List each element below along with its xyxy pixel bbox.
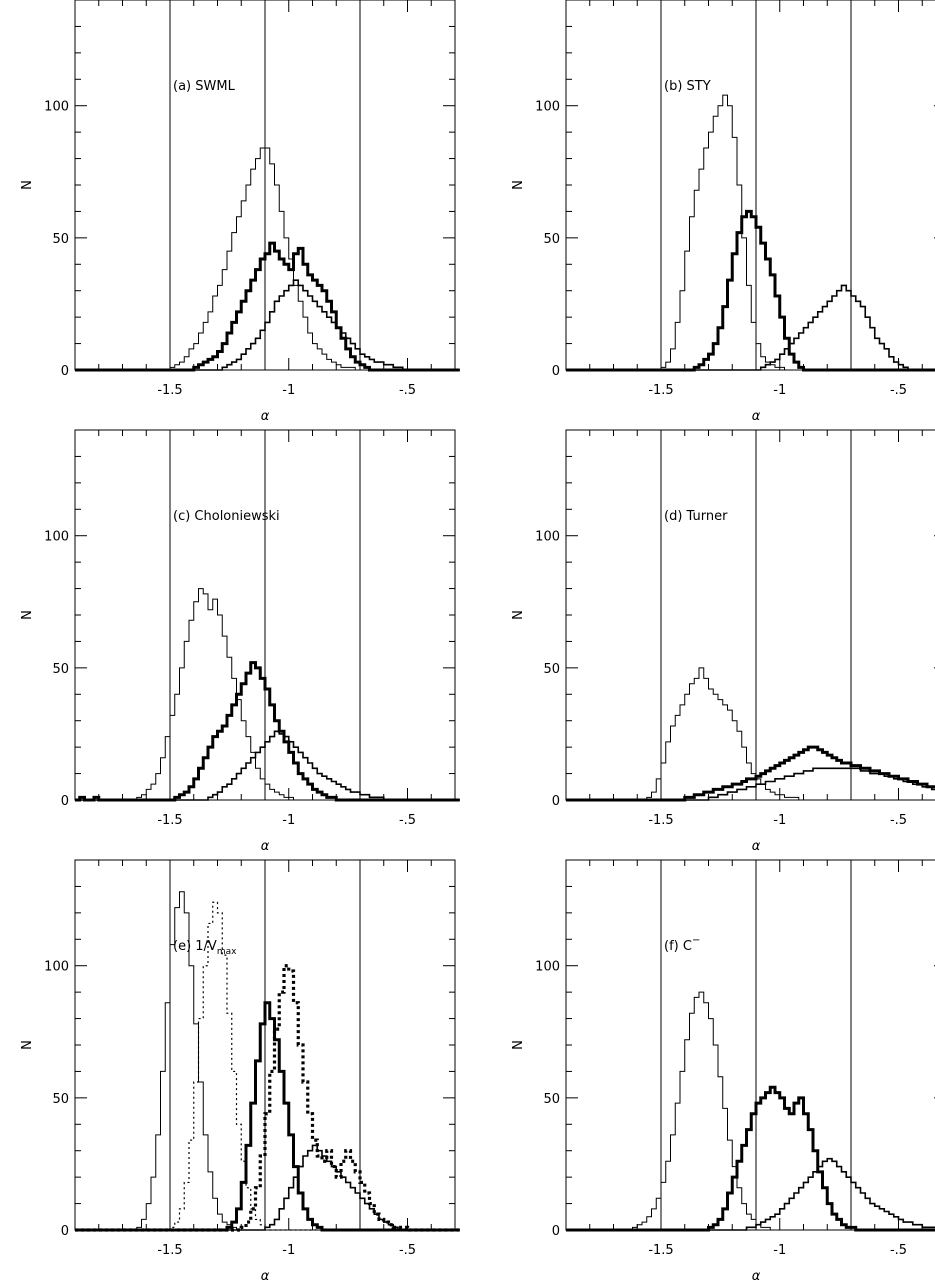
x-axis-label: α [261, 1269, 270, 1281]
x-axis-label: α [261, 409, 270, 424]
x-tick-label: -1.5 [157, 383, 182, 398]
y-tick-label: 50 [52, 232, 69, 247]
x-tick-label: -.5 [399, 813, 416, 828]
plot-frame [565, 859, 935, 1231]
y-tick-label: 0 [552, 364, 560, 379]
y-tick-label: 100 [535, 530, 560, 545]
panel-label: (a) SWML [173, 79, 236, 94]
panel-label: (e) 1/Vmax [173, 939, 237, 957]
x-tick-label: -1.5 [157, 813, 182, 828]
x-tick-label: -1 [282, 813, 295, 828]
x-tick-label: -1 [773, 1243, 786, 1258]
x-tick-label: -1.5 [648, 813, 673, 828]
x-tick-label: -1.5 [157, 1243, 182, 1258]
histogram-series-medium [566, 1157, 935, 1231]
histogram-series-thin-dotted [75, 901, 460, 1231]
x-tick-label: -.5 [399, 1243, 416, 1258]
histogram-series-thin [566, 94, 935, 371]
x-tick-label: -1 [773, 813, 786, 828]
histogram-series-thin [75, 891, 460, 1231]
y-tick-label: 50 [52, 662, 69, 677]
histogram-series-medium [75, 279, 460, 371]
x-tick-label: -1.5 [648, 383, 673, 398]
panel-d: -1.5 -1 -.5 0 50 100 α N (d) Turner [511, 429, 935, 854]
y-axis-label: N [511, 610, 526, 620]
y-tick-label: 0 [61, 364, 69, 379]
y-axis-label: N [20, 610, 35, 620]
histogram-series-medium [566, 284, 935, 371]
histogram-series-thin [566, 991, 935, 1231]
histogram-series-thin [566, 667, 935, 801]
histogram-series-medium [75, 730, 460, 801]
histogram-series-thick [75, 241, 460, 372]
histogram-series-thick-dotted [75, 964, 460, 1232]
x-tick-label: -1 [773, 383, 786, 398]
plot-frame [565, 0, 935, 371]
histogram-series-thick [75, 1001, 460, 1232]
x-axis-label: α [752, 1269, 761, 1281]
panel-b: -1.5 -1 -.5 0 50 100 α N (b) STY [511, 0, 935, 424]
histogram-series-medium [566, 767, 935, 801]
histogram-series-medium [75, 1144, 460, 1231]
x-tick-label: -.5 [890, 383, 907, 398]
x-tick-label: -1 [282, 383, 295, 398]
panel-f: -1.5 -1 -.5 0 50 100 α N (f) C− [511, 859, 935, 1281]
panel-label: (c) Choloniewski [173, 509, 280, 524]
y-tick-label: 50 [52, 1092, 69, 1107]
y-tick-label: 0 [552, 794, 560, 809]
y-axis-label: N [20, 180, 35, 190]
y-tick-label: 0 [552, 1224, 560, 1239]
y-tick-label: 50 [543, 232, 560, 247]
x-tick-label: -.5 [890, 1243, 907, 1258]
y-tick-label: 100 [535, 100, 560, 115]
y-tick-label: 100 [44, 100, 69, 115]
panel-e: -1.5 -1 -.5 0 50 100 α N (e) 1/Vmax [20, 859, 460, 1281]
y-tick-label: 0 [61, 1224, 69, 1239]
y-tick-label: 50 [543, 662, 560, 677]
panel-label: (f) C− [664, 935, 700, 954]
y-tick-label: 100 [44, 530, 69, 545]
x-tick-label: -1 [282, 1243, 295, 1258]
y-axis-label: N [20, 1040, 35, 1050]
panel-a: -1.5 -1 -.5 0 50 100 α N (a) SWML [20, 0, 460, 424]
panel-label: (b) STY [664, 79, 711, 94]
y-tick-label: 0 [61, 794, 69, 809]
x-tick-label: -1.5 [648, 1243, 673, 1258]
x-axis-label: α [261, 839, 270, 854]
x-axis-label: α [752, 409, 761, 424]
histogram-series-thin [75, 147, 460, 371]
plot-frame [565, 429, 935, 801]
x-tick-label: -.5 [399, 383, 416, 398]
y-tick-label: 50 [543, 1092, 560, 1107]
histogram-series-thin [75, 588, 460, 801]
panel-c: -1.5 -1 -.5 0 50 100 α N (c) Choloniewski [20, 429, 460, 854]
x-tick-label: -.5 [890, 813, 907, 828]
histogram-series-thick [566, 209, 935, 372]
panel-label: (d) Turner [664, 509, 728, 524]
histogram-series-thick [75, 661, 460, 802]
x-axis-label: α [752, 839, 761, 854]
y-tick-label: 100 [535, 960, 560, 975]
y-axis-label: N [511, 1040, 526, 1050]
y-axis-label: N [511, 180, 526, 190]
y-tick-label: 100 [44, 960, 69, 975]
